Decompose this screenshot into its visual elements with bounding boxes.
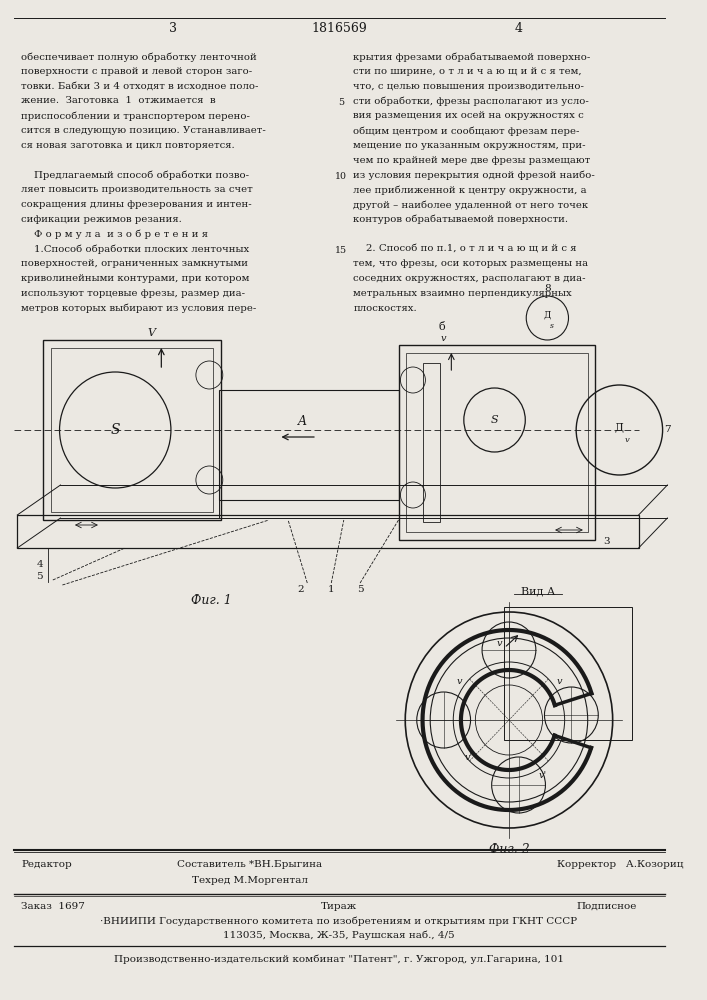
Text: v: v xyxy=(625,436,629,444)
Text: 10: 10 xyxy=(335,172,347,181)
Bar xyxy=(407,353,588,532)
Text: S: S xyxy=(491,415,498,425)
Text: Корректор   А.Козориц: Корректор А.Козориц xyxy=(557,860,684,869)
Text: б: б xyxy=(438,322,445,332)
Text: Ф о р м у л а  и з о б р е т е н и я: Ф о р м у л а и з о б р е т е н и я xyxy=(21,230,208,239)
Text: из условия перекрытия одной фрезой наибо-: из условия перекрытия одной фрезой наибо… xyxy=(354,170,595,180)
Text: Фиг. 2: Фиг. 2 xyxy=(489,843,530,856)
Text: сокращения длины фрезерования и интен-: сокращения длины фрезерования и интен- xyxy=(21,200,252,209)
Text: S: S xyxy=(110,423,120,437)
Text: сификации режимов резания.: сификации режимов резания. xyxy=(21,215,182,224)
Text: v: v xyxy=(441,334,446,343)
Text: Фиг. 1: Фиг. 1 xyxy=(191,594,232,607)
Text: ляет повысить производительность за счет: ляет повысить производительность за счет xyxy=(21,185,253,194)
Text: 4: 4 xyxy=(515,22,522,35)
Text: 1: 1 xyxy=(328,585,334,594)
Bar xyxy=(219,390,399,500)
Text: v: v xyxy=(456,678,462,686)
Text: ся новая заготовка и цикл повторяется.: ся новая заготовка и цикл повторяется. xyxy=(21,141,235,150)
Text: 113035, Москва, Ж-35, Раушская наб., 4/5: 113035, Москва, Ж-35, Раушская наб., 4/5 xyxy=(223,930,455,940)
Text: соседних окружностях, располагают в диа-: соседних окружностях, располагают в диа- xyxy=(354,274,586,283)
Text: ·ВНИИПИ Государственного комитета по изобретениям и открытиям при ГКНТ СССР: ·ВНИИПИ Государственного комитета по изо… xyxy=(100,916,578,926)
Text: чем по крайней мере две фрезы размещают: чем по крайней мере две фрезы размещают xyxy=(354,156,590,165)
Text: v: v xyxy=(496,639,502,648)
Bar xyxy=(504,607,632,740)
Text: v': v' xyxy=(464,754,473,762)
Text: сти обработки, фрезы располагают из усло-: сти обработки, фрезы располагают из усло… xyxy=(354,96,589,106)
Text: 5: 5 xyxy=(338,98,344,107)
Text: приспособлении и транспортером перено-: приспособлении и транспортером перено- xyxy=(21,111,250,121)
Text: 1816569: 1816569 xyxy=(311,22,367,35)
Text: тем, что фрезы, оси которых размещены на: тем, что фрезы, оси которых размещены на xyxy=(354,259,588,268)
Text: вия размещения их осей на окружностях с: вия размещения их осей на окружностях с xyxy=(354,111,584,120)
Text: V: V xyxy=(148,328,156,338)
Text: Вид А: Вид А xyxy=(520,586,555,596)
Text: Заказ  1697: Заказ 1697 xyxy=(21,902,85,911)
Bar xyxy=(17,515,638,548)
Bar xyxy=(423,363,440,522)
Text: другой – наиболее удаленной от него точек: другой – наиболее удаленной от него точе… xyxy=(354,200,588,210)
Bar xyxy=(51,348,214,512)
Text: 15: 15 xyxy=(335,246,347,255)
Text: общим центром и сообщают фрезам пере-: общим центром и сообщают фрезам пере- xyxy=(354,126,580,135)
Text: Тираж: Тираж xyxy=(321,902,357,911)
Text: 8: 8 xyxy=(544,284,551,293)
Text: используют торцевые фрезы, размер диа-: используют торцевые фрезы, размер диа- xyxy=(21,289,245,298)
Text: Д: Д xyxy=(615,422,624,432)
Text: Составитель *ВН.Брыгина: Составитель *ВН.Брыгина xyxy=(177,860,322,869)
Text: 5: 5 xyxy=(37,572,43,581)
Text: v': v' xyxy=(539,770,547,780)
Text: 2. Способ по п.1, о т л и ч а ю щ и й с я: 2. Способ по п.1, о т л и ч а ю щ и й с … xyxy=(354,244,577,253)
Text: 5: 5 xyxy=(357,585,363,594)
Text: 4: 4 xyxy=(37,560,43,569)
Text: сится в следующую позицию. Устанавливает-: сится в следующую позицию. Устанавливает… xyxy=(21,126,266,135)
Text: жение.  Заготовка  1  отжимается  в: жение. Заготовка 1 отжимается в xyxy=(21,96,216,105)
Text: Техред М.Моргентал: Техред М.Моргентал xyxy=(192,876,308,885)
Text: сти по ширине, о т л и ч а ю щ и й с я тем,: сти по ширине, о т л и ч а ю щ и й с я т… xyxy=(354,67,582,76)
Text: 3: 3 xyxy=(603,537,609,546)
Text: Редактор: Редактор xyxy=(21,860,72,869)
Text: A: A xyxy=(298,415,307,428)
Text: Д: Д xyxy=(544,310,551,320)
Text: s: s xyxy=(550,322,554,330)
Text: что, с целью повышения производительно-: что, с целью повышения производительно- xyxy=(354,82,584,91)
Text: криволинейными контурами, при котором: криволинейными контурами, при котором xyxy=(21,274,250,283)
Text: товки. Бабки 3 и 4 отходят в исходное поло-: товки. Бабки 3 и 4 отходят в исходное по… xyxy=(21,82,259,91)
Text: v: v xyxy=(556,678,561,686)
Text: контуров обрабатываемой поверхности.: контуров обрабатываемой поверхности. xyxy=(354,215,568,224)
Text: 1.Способ обработки плоских ленточных: 1.Способ обработки плоских ленточных xyxy=(21,244,250,254)
Text: Производственно-издательский комбинат "Патент", г. Ужгород, ул.Гагарина, 101: Производственно-издательский комбинат "П… xyxy=(114,954,564,964)
Text: Предлагаемый способ обработки позво-: Предлагаемый способ обработки позво- xyxy=(21,170,249,180)
Bar xyxy=(43,340,221,520)
Bar xyxy=(399,345,595,540)
Text: лее приближенной к центру окружности, а: лее приближенной к центру окружности, а xyxy=(354,185,587,195)
Text: 2: 2 xyxy=(297,585,304,594)
Text: 7: 7 xyxy=(665,426,671,434)
Text: метральных взаимно перпендикулярных: метральных взаимно перпендикулярных xyxy=(354,289,572,298)
Text: Подписное: Подписное xyxy=(576,902,636,911)
Text: поверхности с правой и левой сторон заго-: поверхности с правой и левой сторон заго… xyxy=(21,67,252,76)
Text: метров которых выбирают из условия пере-: метров которых выбирают из условия пере- xyxy=(21,304,257,313)
Text: мещение по указанным окружностям, при-: мещение по указанным окружностям, при- xyxy=(354,141,586,150)
Text: обеспечивает полную обработку ленточной: обеспечивает полную обработку ленточной xyxy=(21,52,257,62)
Text: поверхностей, ограниченных замкнутыми: поверхностей, ограниченных замкнутыми xyxy=(21,259,248,268)
Text: плоскостях.: плоскостях. xyxy=(354,304,417,313)
Text: 3: 3 xyxy=(169,22,177,35)
Text: крытия фрезами обрабатываемой поверхно-: крытия фрезами обрабатываемой поверхно- xyxy=(354,52,590,62)
